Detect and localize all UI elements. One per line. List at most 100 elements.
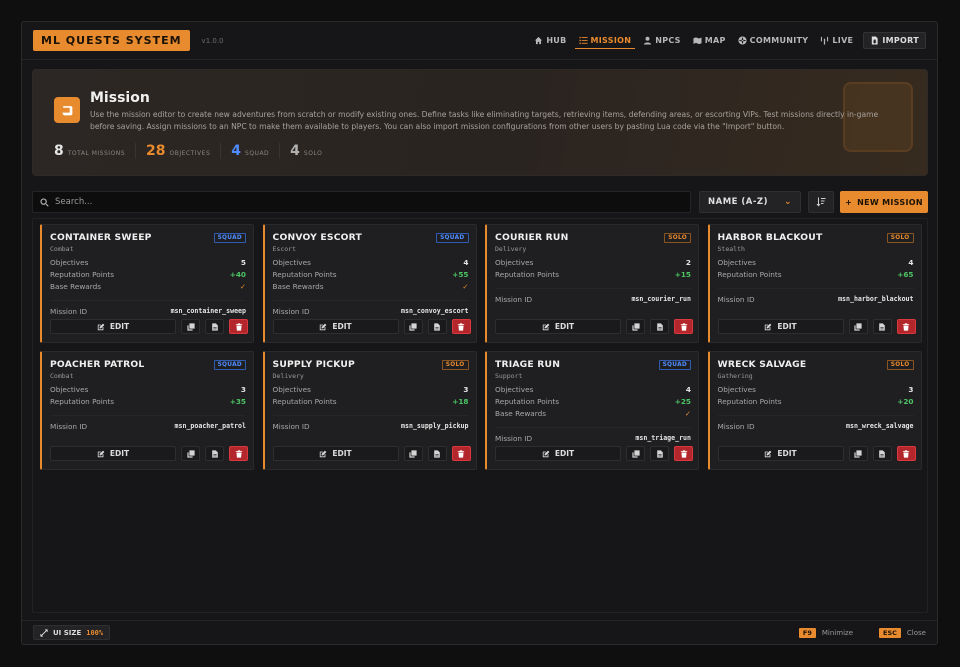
delete-button[interactable]: [229, 319, 248, 334]
mission-card[interactable]: SUPPLY PICKUP Delivery SOLO Objectives 3 Repu…: [262, 351, 477, 470]
export-button[interactable]: [650, 319, 669, 334]
mission-id-row: Mission ID msn_convoy_escort: [272, 300, 469, 316]
mission-id-value: msn_convoy_escort: [401, 307, 469, 315]
duplicate-button[interactable]: [848, 446, 868, 461]
new-mission-button[interactable]: + NEW MISSION: [840, 191, 928, 213]
mission-id-row: Mission ID msn_harbor_blackout: [717, 288, 914, 304]
import-icon: [872, 36, 878, 45]
nav-npcs-label: NPCS: [655, 36, 681, 45]
export-button[interactable]: [205, 446, 224, 461]
mission-card[interactable]: CONVOY ESCORT Escort SQUAD Objectives 4 Reput…: [262, 224, 477, 343]
edit-button[interactable]: EDIT: [495, 319, 621, 334]
edit-label: EDIT: [554, 449, 575, 458]
search-input[interactable]: [55, 197, 655, 207]
stat-solo-value: 4: [290, 143, 300, 159]
sort-direction-button[interactable]: [808, 191, 834, 213]
minimize-key[interactable]: F9: [798, 627, 816, 638]
mission-card[interactable]: CONTAINER SWEEP Combat SQUAD Objectives 5 Rep…: [40, 224, 254, 343]
stat-total-label: TOTAL MISSIONS: [67, 150, 126, 157]
duplicate-button[interactable]: [403, 446, 423, 461]
chevron-down-icon: ⌄: [783, 197, 792, 207]
duplicate-button[interactable]: [403, 319, 423, 334]
export-button[interactable]: [427, 319, 447, 334]
nav-hub-label: HUB: [546, 36, 567, 45]
footer-bar: UI SIZE 100% F9 Minimize ESC Close: [22, 620, 937, 644]
page-title: Mission: [90, 90, 150, 106]
edit-icon: [765, 323, 772, 330]
objectives-label: Objectives: [50, 385, 89, 394]
delete-button[interactable]: [674, 319, 693, 334]
stat-squad-value: 4: [231, 143, 242, 159]
nav-community[interactable]: COMMUNITY: [734, 33, 813, 48]
delete-button[interactable]: [896, 446, 916, 461]
mission-id-row: Mission ID msn_wreck_salvage: [717, 415, 914, 431]
edit-label: EDIT: [777, 322, 797, 331]
edit-button[interactable]: EDIT: [50, 319, 176, 334]
mission-title: CONTAINER SWEEP: [50, 232, 152, 243]
copy-icon: [186, 449, 195, 458]
objectives-row: Objectives 4: [273, 257, 469, 269]
duplicate-button[interactable]: [626, 446, 645, 461]
export-button[interactable]: [650, 446, 669, 461]
mission-card[interactable]: WRECK SALVAGE Gathering SOLO Objectives 3 Rep…: [707, 351, 922, 470]
duplicate-button[interactable]: [848, 319, 868, 334]
mission-card[interactable]: TRIAGE RUN Support SQUAD Objectives 4 Reputat…: [485, 351, 699, 470]
close-key[interactable]: ESC: [879, 627, 901, 638]
copy-icon: [854, 449, 862, 458]
card-actions: EDIT: [272, 446, 471, 461]
mission-id-label: Mission ID: [495, 295, 533, 304]
delete-button[interactable]: [229, 446, 248, 461]
edit-label: EDIT: [777, 449, 797, 458]
delete-button[interactable]: [896, 319, 916, 334]
nav-live[interactable]: LIVE: [816, 33, 857, 48]
app-title: ML QUESTS SYSTEM: [33, 30, 190, 51]
duplicate-button[interactable]: [626, 319, 645, 334]
mission-title: COURIER RUN: [495, 232, 569, 243]
search-box[interactable]: [32, 191, 691, 213]
delete-button[interactable]: [451, 319, 471, 334]
user-icon: [644, 36, 652, 45]
sort-select[interactable]: NAME (A-Z) ⌄: [699, 191, 801, 213]
mission-card[interactable]: POACHER PATROL Combat SQUAD Objectives 3 Repu…: [40, 351, 254, 470]
mission-card[interactable]: COURIER RUN Delivery SOLO Objectives 2 Reputa…: [485, 224, 699, 343]
duplicate-button[interactable]: [181, 319, 200, 334]
edit-button[interactable]: EDIT: [50, 446, 176, 461]
delete-button[interactable]: [451, 446, 471, 461]
objectives-row: Objectives 4: [718, 257, 914, 269]
mission-category: Delivery: [495, 245, 527, 253]
app-window: ML QUESTS SYSTEM v1.0.0 HUB MISSION NPCS…: [21, 21, 938, 645]
nav-map[interactable]: MAP: [689, 33, 730, 48]
mission-card[interactable]: HARBOR BLACKOUT Stealth SOLO Objectives 4 Rep…: [707, 224, 922, 343]
sort-select-label: NAME (A-Z): [708, 197, 768, 207]
objectives-value: 4: [908, 258, 914, 267]
edit-button[interactable]: EDIT: [272, 319, 399, 334]
main-nav: HUB MISSION NPCS MAP COMMUNITY LIVE: [530, 32, 926, 49]
reputation-label: Reputation Points: [717, 397, 782, 406]
edit-icon: [320, 323, 327, 330]
edit-button[interactable]: EDIT: [495, 446, 621, 461]
reputation-label: Reputation Points: [495, 270, 560, 279]
edit-button[interactable]: EDIT: [272, 446, 399, 461]
nav-import[interactable]: IMPORT: [863, 32, 926, 49]
edit-button[interactable]: EDIT: [717, 319, 844, 334]
nav-npcs[interactable]: NPCS: [639, 33, 685, 48]
delete-button[interactable]: [674, 446, 693, 461]
reputation-value: +55: [452, 270, 469, 279]
file-icon: [878, 322, 886, 331]
export-button[interactable]: [427, 446, 447, 461]
export-button[interactable]: [205, 319, 224, 334]
duplicate-button[interactable]: [181, 446, 200, 461]
export-button[interactable]: [872, 446, 892, 461]
edit-button[interactable]: EDIT: [717, 446, 844, 461]
reputation-row: Reputation Points +65: [718, 269, 914, 281]
objectives-value: 4: [685, 385, 691, 394]
resize-icon: [40, 628, 48, 637]
mission-id-value: msn_courier_run: [631, 295, 691, 303]
nav-community-label: COMMUNITY: [749, 36, 809, 45]
export-button[interactable]: [872, 319, 892, 334]
ui-size-button[interactable]: UI SIZE 100%: [33, 625, 111, 640]
nav-mission[interactable]: MISSION: [574, 33, 636, 49]
file-icon: [656, 449, 664, 458]
nav-hub[interactable]: HUB: [530, 33, 570, 48]
mission-id-label: Mission ID: [495, 434, 533, 443]
